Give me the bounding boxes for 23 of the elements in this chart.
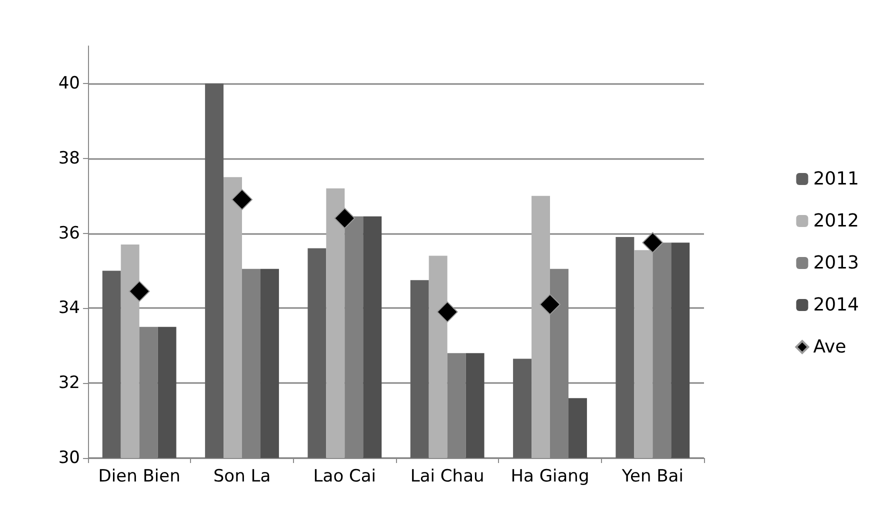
x-tick-label: Yen Bai xyxy=(620,466,684,486)
y-tick-label: 40 xyxy=(58,73,80,94)
legend-label: 2014 xyxy=(813,294,860,316)
y-tick-label: 36 xyxy=(58,223,80,244)
x-tick-label: Ha Giang xyxy=(510,466,590,486)
point xyxy=(436,301,458,322)
y-tick-label: 30 xyxy=(58,448,80,468)
x-tick-label: Dien Bien xyxy=(98,466,180,486)
point xyxy=(232,189,252,210)
y-tick-label: 38 xyxy=(58,148,80,168)
x-tick-label: Lai Chau xyxy=(410,466,484,486)
legend-label: 2012 xyxy=(813,210,860,232)
point xyxy=(334,208,356,229)
y-tick-label: 34 xyxy=(58,298,80,318)
legend-label: Ave xyxy=(813,336,846,358)
legend-label: 2013 xyxy=(813,252,860,274)
point xyxy=(128,280,150,302)
x-tick-label: Son La xyxy=(213,466,271,486)
point xyxy=(642,232,664,254)
y-tick-label: 32 xyxy=(58,373,80,394)
point xyxy=(540,294,560,315)
x-tick-label: Lao Cai xyxy=(313,466,376,486)
legend-label: 2011 xyxy=(813,168,860,190)
